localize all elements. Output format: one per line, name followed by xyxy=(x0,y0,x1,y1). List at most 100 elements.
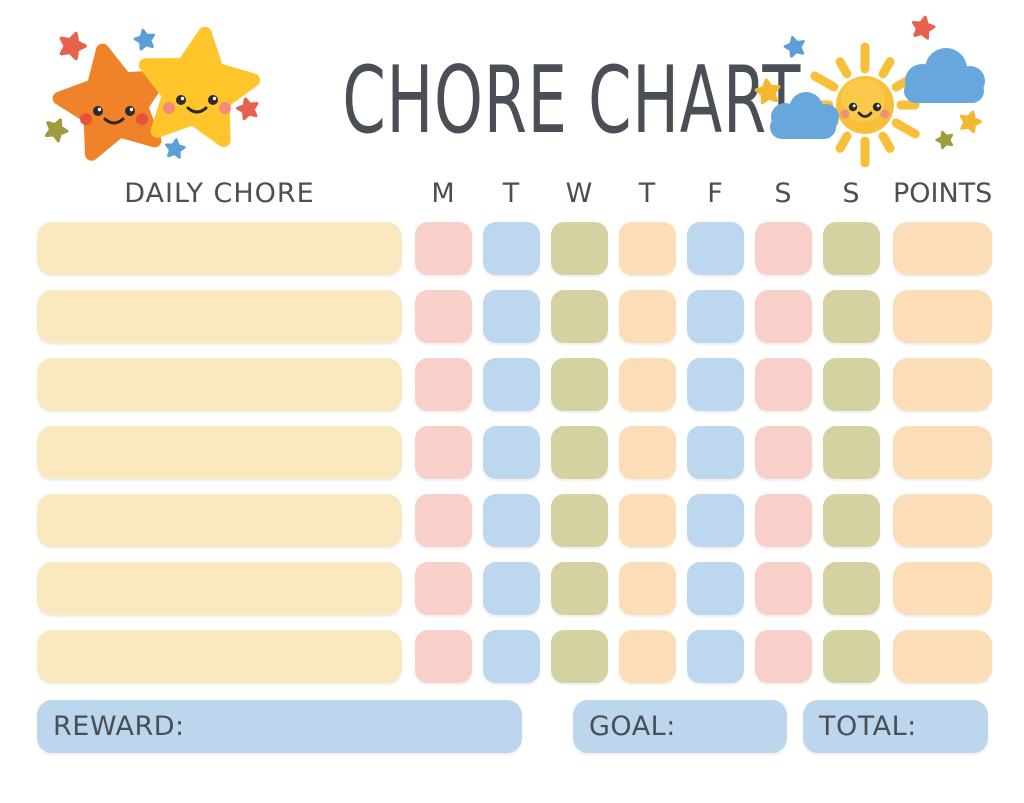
day-cell-row7-day7[interactable] xyxy=(823,630,880,683)
goal-box[interactable]: GOAL: xyxy=(573,700,787,753)
day-cell-row7-day6[interactable] xyxy=(755,630,812,683)
day-cell-row2-day6[interactable] xyxy=(755,290,812,343)
chore-name-cell-row6[interactable] xyxy=(37,562,402,615)
day-header-6: S xyxy=(774,178,793,209)
day-cell-row1-day2[interactable] xyxy=(483,222,540,275)
day-header-3: W xyxy=(565,178,594,209)
day-cell-row1-day4[interactable] xyxy=(619,222,676,275)
day-cell-row5-day7[interactable] xyxy=(823,494,880,547)
day-cell-row1-day1[interactable] xyxy=(415,222,472,275)
sun-clouds-decoration xyxy=(753,13,985,168)
chore-name-cell-row7[interactable] xyxy=(37,630,402,683)
day-cell-row2-day1[interactable] xyxy=(415,290,472,343)
orange-star-icon xyxy=(51,39,174,158)
cloud-right-icon xyxy=(904,48,985,103)
day-cell-row7-day2[interactable] xyxy=(483,630,540,683)
points-cell-row5[interactable] xyxy=(893,494,992,547)
reward-box[interactable]: REWARD: xyxy=(37,700,522,753)
mini-star-blue2-icon xyxy=(163,137,187,160)
day-cell-row6-day7[interactable] xyxy=(823,562,880,615)
chore-name-cell-row2[interactable] xyxy=(37,290,402,343)
total-value[interactable] xyxy=(917,700,988,753)
points-cell-row4[interactable] xyxy=(893,426,992,479)
reward-value[interactable] xyxy=(185,700,522,753)
day-cell-row4-day6[interactable] xyxy=(755,426,812,479)
day-cell-row6-day3[interactable] xyxy=(551,562,608,615)
chore-name-cell-row1[interactable] xyxy=(37,222,402,275)
chore-name-cell-row3[interactable] xyxy=(37,358,402,411)
day-cell-row3-day1[interactable] xyxy=(415,358,472,411)
yellow-star-face xyxy=(163,95,231,114)
yellow-star-icon xyxy=(137,26,259,143)
day-header-1: M xyxy=(431,178,456,209)
day-cell-row6-day6[interactable] xyxy=(755,562,812,615)
page-title: CHORE CHART xyxy=(342,46,802,154)
day-cell-row5-day2[interactable] xyxy=(483,494,540,547)
cloud-left-icon xyxy=(770,92,839,139)
points-cell-row7[interactable] xyxy=(893,630,992,683)
reward-label: REWARD: xyxy=(53,711,185,742)
day-cell-row2-day5[interactable] xyxy=(687,290,744,343)
day-cell-row5-day4[interactable] xyxy=(619,494,676,547)
day-header-5: F xyxy=(707,178,724,209)
goal-label: GOAL: xyxy=(589,711,676,742)
chore-name-cell-row5[interactable] xyxy=(37,494,402,547)
day-cell-row2-day7[interactable] xyxy=(823,290,880,343)
orange-star-face xyxy=(80,106,148,125)
goal-value[interactable] xyxy=(676,700,787,753)
day-cell-row4-day3[interactable] xyxy=(551,426,608,479)
day-cell-row7-day3[interactable] xyxy=(551,630,608,683)
day-cell-row5-day6[interactable] xyxy=(755,494,812,547)
day-cell-row7-day1[interactable] xyxy=(415,630,472,683)
mini-star-blue-icon xyxy=(132,26,158,52)
day-cell-row5-day5[interactable] xyxy=(687,494,744,547)
day-cell-row4-day2[interactable] xyxy=(483,426,540,479)
mini-star-olive-icon xyxy=(933,128,957,151)
day-cell-row1-day7[interactable] xyxy=(823,222,880,275)
day-cell-row2-day4[interactable] xyxy=(619,290,676,343)
day-cell-row7-day5[interactable] xyxy=(687,630,744,683)
mini-star-olive-icon xyxy=(41,114,72,144)
day-cell-row2-day3[interactable] xyxy=(551,290,608,343)
day-cell-row1-day6[interactable] xyxy=(755,222,812,275)
total-label: TOTAL: xyxy=(819,711,917,742)
day-cell-row1-day5[interactable] xyxy=(687,222,744,275)
sun-face xyxy=(840,102,890,119)
day-cell-row6-day2[interactable] xyxy=(483,562,540,615)
day-cell-row3-day6[interactable] xyxy=(755,358,812,411)
day-cell-row6-day5[interactable] xyxy=(687,562,744,615)
points-header: POINTS xyxy=(893,178,993,209)
day-cell-row3-day5[interactable] xyxy=(687,358,744,411)
day-header-2: T xyxy=(502,178,521,209)
points-cell-row1[interactable] xyxy=(893,222,992,275)
points-cell-row2[interactable] xyxy=(893,290,992,343)
mini-star-red2-icon xyxy=(234,94,262,122)
day-cell-row3-day2[interactable] xyxy=(483,358,540,411)
day-cell-row1-day3[interactable] xyxy=(551,222,608,275)
day-cell-row3-day3[interactable] xyxy=(551,358,608,411)
mini-star-yellow2-icon xyxy=(956,107,984,135)
total-box[interactable]: TOTAL: xyxy=(803,700,988,753)
day-cell-row5-day3[interactable] xyxy=(551,494,608,547)
day-cell-row4-day7[interactable] xyxy=(823,426,880,479)
mini-star-yellow-icon xyxy=(753,76,783,105)
day-cell-row2-day2[interactable] xyxy=(483,290,540,343)
day-cell-row5-day1[interactable] xyxy=(415,494,472,547)
day-cell-row4-day1[interactable] xyxy=(415,426,472,479)
day-cell-row7-day4[interactable] xyxy=(619,630,676,683)
day-cell-row6-day4[interactable] xyxy=(619,562,676,615)
day-cell-row3-day4[interactable] xyxy=(619,358,676,411)
day-cell-row4-day5[interactable] xyxy=(687,426,744,479)
mini-star-red-icon xyxy=(909,13,938,41)
points-cell-row3[interactable] xyxy=(893,358,992,411)
mini-star-red-icon xyxy=(55,27,90,62)
day-cell-row6-day1[interactable] xyxy=(415,562,472,615)
day-cell-row3-day7[interactable] xyxy=(823,358,880,411)
stars-decoration xyxy=(41,12,276,172)
day-header-4: T xyxy=(638,178,657,209)
chore-name-cell-row4[interactable] xyxy=(37,426,402,479)
day-cell-row4-day4[interactable] xyxy=(619,426,676,479)
daily-chore-header: DAILY CHORE xyxy=(124,178,315,209)
points-cell-row6[interactable] xyxy=(893,562,992,615)
